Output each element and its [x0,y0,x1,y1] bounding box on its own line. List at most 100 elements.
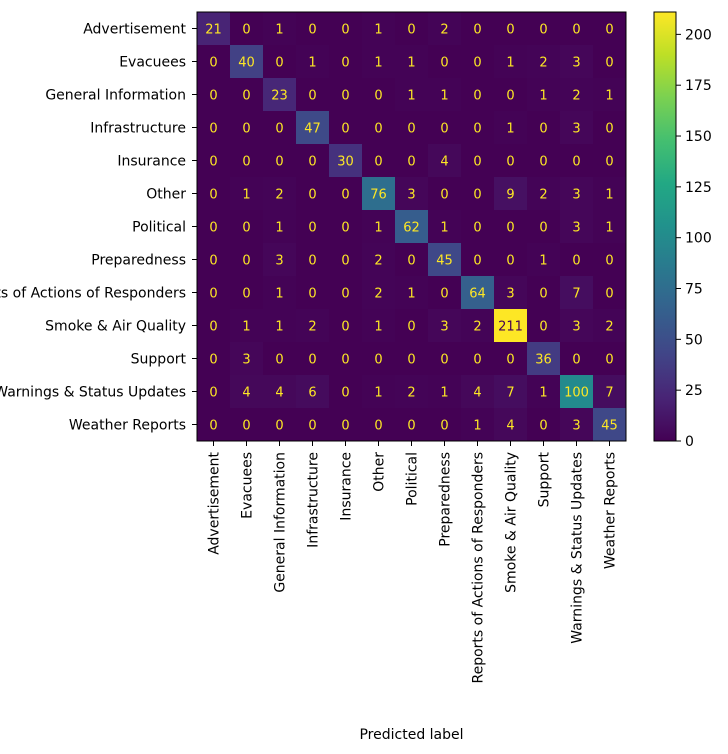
x-tick-label: Support [537,451,553,507]
matrix-cell [527,45,561,79]
x-tick-label: Evacuees [240,452,256,519]
y-tick-label: Infrastructure [90,121,186,137]
cell-value-label: 0 [605,254,613,269]
matrix-cell [560,45,594,79]
matrix-cell [494,375,528,409]
cell-value-label: 47 [304,122,321,137]
cell-value-label: 0 [440,353,448,368]
cell-value-label: 2 [308,320,316,335]
cell-value-label: 30 [337,155,354,170]
matrix-cell [494,78,528,112]
x-tick-label: Weather Reports [603,452,619,569]
cell-value-label: 0 [506,89,514,104]
cell-value-label: 1 [308,56,316,71]
cell-value-label: 1 [440,386,448,401]
cell-value-label: 1 [539,89,547,104]
cell-value-label: 0 [275,56,283,71]
matrix-cell [197,111,231,145]
y-tick-label: Insurance [117,154,186,170]
matrix-cell [560,144,594,178]
matrix-cell [197,45,231,79]
matrix-cell [296,78,330,112]
cell-value-label: 100 [564,386,589,401]
matrix-cell [428,243,462,277]
matrix-cell [494,144,528,178]
matrix-cell [329,177,363,211]
cell-value-label: 1 [275,287,283,302]
cell-value-label: 2 [374,254,382,269]
cell-value-label: 0 [209,155,217,170]
matrix-cell [593,408,627,442]
cell-value-label: 0 [209,221,217,236]
y-tick-label: Reports of Actions of Responders [0,286,186,302]
matrix-cell [428,276,462,310]
cell-value-label: 0 [341,23,349,38]
matrix-cell [593,111,627,145]
cell-value-label: 0 [440,122,448,137]
y-tick-label: Weather Reports [69,418,186,434]
x-axis-label: Predicted label [359,727,463,743]
cell-value-label: 0 [209,122,217,137]
cell-value-label: 1 [605,188,613,203]
matrix-cell [296,177,330,211]
cell-value-label: 0 [341,287,349,302]
matrix-cell [230,210,264,244]
cell-value-label: 0 [440,188,448,203]
matrix-cell [197,276,231,310]
matrix-cell [362,342,396,376]
cell-value-label: 0 [374,122,382,137]
matrix-cell [362,309,396,343]
matrix-cell [263,309,297,343]
matrix-cell [494,243,528,277]
cell-value-label: 0 [506,23,514,38]
cell-value-label: 1 [473,419,481,434]
matrix-cell [593,78,627,112]
matrix-cell [527,78,561,112]
matrix-cell [395,111,429,145]
matrix-cell [362,177,396,211]
x-axis-ticks: Advertisement Evacuees General Information… [207,441,619,684]
cell-value-label: 0 [407,23,415,38]
cell-value-label: 0 [473,221,481,236]
cell-value-label: 0 [539,221,547,236]
cell-value-label: 7 [506,386,514,401]
cell-value-label: 2 [539,56,547,71]
cell-value-label: 2 [275,188,283,203]
cell-value-label: 3 [572,221,580,236]
matrix-cell [230,342,264,376]
cell-value-label: 0 [473,188,481,203]
matrix-cell [263,342,297,376]
cell-value-label: 1 [605,89,613,104]
cell-value-label: 0 [605,122,613,137]
matrix-cell [362,111,396,145]
matrix-cell [461,243,495,277]
cell-value-label: 211 [498,320,523,335]
matrix-cell [527,243,561,277]
matrix-cell [197,78,231,112]
cell-value-label: 3 [572,419,580,434]
matrix-cell [230,45,264,79]
cell-value-label: 0 [242,419,250,434]
cell-value-label: 0 [572,155,580,170]
matrix-cell [230,243,264,277]
x-tick-label: Preparedness [438,452,454,547]
matrix-cell [296,12,330,46]
matrix-cell [197,210,231,244]
cell-value-label: 0 [374,419,382,434]
matrix-cell [197,243,231,277]
matrix-cell [362,276,396,310]
matrix-cell [494,12,528,46]
matrix-cell [494,210,528,244]
cell-value-label: 0 [473,122,481,137]
matrix-cell [197,177,231,211]
matrix-cell [428,177,462,211]
matrix-cell [362,12,396,46]
cell-value-label: 45 [436,254,453,269]
cell-value-label: 0 [308,23,316,38]
cell-value-label: 0 [605,56,613,71]
cell-value-label: 1 [440,89,448,104]
cell-value-label: 3 [275,254,283,269]
cell-value-label: 0 [473,89,481,104]
cell-value-label: 3 [572,56,580,71]
matrix-cell [593,342,627,376]
